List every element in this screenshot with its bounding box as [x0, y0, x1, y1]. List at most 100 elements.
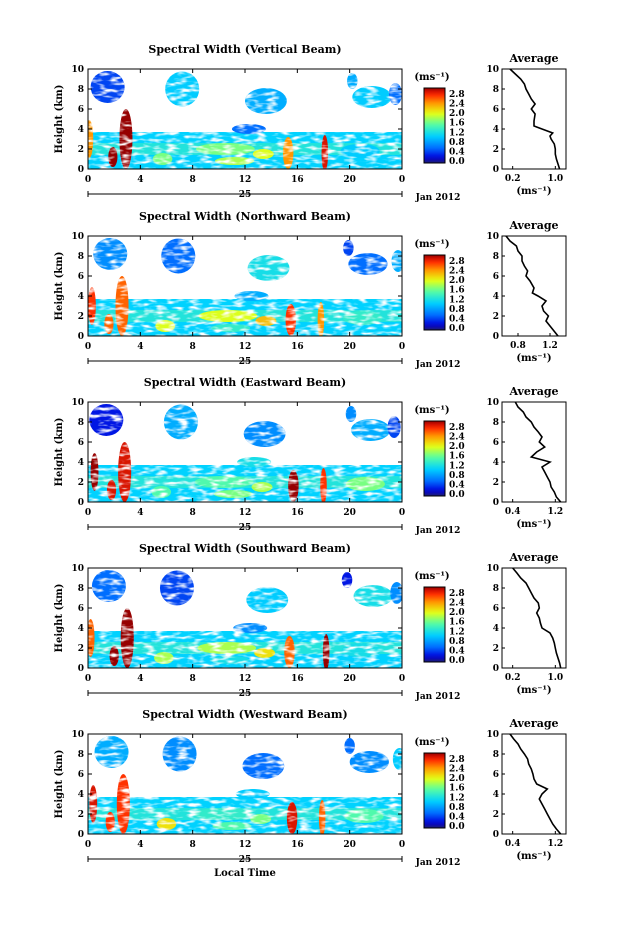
y-tick-label: 10 [71, 232, 84, 242]
average-profile-line [509, 733, 562, 835]
heatmap-cell [210, 324, 251, 332]
heatmap-cell [231, 124, 266, 134]
y-tick-label: 0 [78, 165, 84, 175]
y-tick-label: 8 [78, 584, 84, 594]
x-tick-label: 0 [85, 840, 91, 850]
average-y-tick-label: 4 [493, 292, 499, 302]
average-x-tick-label: 0.4 [505, 507, 521, 517]
heatmap-cell [233, 623, 268, 633]
heatmap-cell [345, 477, 385, 491]
heatmap-cell [194, 476, 254, 488]
panel-title: Spectral Width (Northward Beam) [139, 210, 351, 223]
heatmap-cell [317, 302, 325, 336]
average-y-tick-label: 0 [493, 664, 499, 674]
y-tick-label: 2 [78, 478, 84, 488]
y-tick-label: 0 [78, 332, 84, 342]
average-x-tick-label: 0.4 [505, 839, 521, 849]
heatmap-cell [156, 818, 177, 830]
heatmap-cell [321, 135, 329, 169]
y-tick-label: 6 [78, 438, 84, 448]
average-x-tick-label: 1.0 [547, 673, 563, 683]
colorbar-tick-label: 1.6 [449, 784, 465, 794]
average-y-tick-label: 6 [493, 604, 499, 614]
heatmap-cell [91, 570, 126, 602]
colorbar-unit: (ms⁻¹) [414, 737, 449, 748]
heatmap-cell [88, 287, 96, 325]
y-tick-label: 2 [78, 312, 84, 322]
colorbar [423, 586, 446, 663]
colorbar-tick-label: 0.0 [449, 656, 465, 666]
y-axis-label: Height (km) [54, 750, 65, 819]
x-tick-label: 20 [343, 342, 356, 352]
colorbar-tick-label: 0.0 [449, 324, 465, 334]
average-y-tick-label: 0 [493, 498, 499, 508]
y-tick-label: 2 [78, 145, 84, 155]
y-tick-label: 0 [78, 664, 84, 674]
x-tick-label: 0 [85, 674, 91, 684]
colorbar-tick-label: 0.0 [449, 157, 465, 167]
average-y-tick-label: 8 [493, 750, 499, 760]
x-tick-label: 16 [291, 175, 304, 185]
y-tick-label: 2 [78, 810, 84, 820]
heatmap-cell [163, 404, 198, 440]
y-tick-label: 4 [78, 790, 84, 800]
colorbar-tick-label: 2.8 [449, 423, 465, 433]
heatmap-field [88, 238, 402, 336]
average-y-tick-label: 2 [493, 312, 499, 322]
heatmap-cell [285, 304, 297, 336]
panel-title: Spectral Width (Westward Beam) [142, 708, 347, 721]
heatmap-cell [350, 419, 391, 441]
average-x-label: (ms⁻¹) [516, 519, 551, 530]
y-tick-label: 4 [78, 458, 84, 468]
average-y-tick-label: 8 [493, 252, 499, 262]
average-y-tick-label: 10 [486, 65, 499, 75]
heatmap-cell [165, 71, 200, 107]
colorbar-tick-label: 2.0 [449, 774, 465, 784]
colorbar-tick-label: 2.4 [449, 433, 465, 443]
heatmap-cell [349, 751, 389, 773]
heatmap-cell [254, 648, 276, 658]
colorbar-tick-label: 1.2 [449, 128, 465, 138]
panel-1: Spectral Width (Vertical Beam) 0 2 4 6 8 10 Hei… [54, 43, 567, 203]
heatmap-field [88, 570, 402, 668]
x-tick-label: 8 [190, 508, 196, 518]
colorbar-tick-label: 1.2 [449, 461, 465, 471]
y-tick-label: 8 [78, 252, 84, 262]
y-tick-label: 4 [78, 292, 84, 302]
x-tick-label: 8 [190, 175, 196, 185]
y-tick-label: 4 [78, 624, 84, 634]
heatmap-cell [106, 480, 117, 500]
colorbar-tick-label: 2.4 [449, 599, 465, 609]
x-tick-label: 8 [190, 674, 196, 684]
average-y-tick-label: 8 [493, 85, 499, 95]
average-x-tick-label: 0.2 [505, 673, 521, 683]
heatmap-cell [155, 320, 176, 332]
heatmap-cell [286, 802, 298, 834]
x-tick-label: 0 [399, 840, 405, 850]
heatmap-cell [118, 442, 132, 502]
average-y-tick-label: 4 [493, 125, 499, 135]
colorbar-tick-label: 2.0 [449, 109, 465, 119]
heatmap-cells [88, 238, 402, 336]
heatmap-cell [88, 619, 95, 657]
x-tick-label: 16 [291, 508, 304, 518]
x-tick-label: 20 [343, 674, 356, 684]
average-x-tick-label: 1.2 [547, 839, 563, 849]
y-tick-label: 10 [71, 730, 84, 740]
heatmap-cell [234, 291, 269, 301]
heatmap-cell [244, 88, 287, 114]
heatmap-cell [344, 738, 355, 754]
heatmap-cell [288, 470, 299, 502]
heatmap-field [88, 404, 402, 502]
x-axis-label: Local Time [214, 868, 276, 879]
average-x-tick-label: 1.0 [547, 174, 563, 184]
heatmap-cell [237, 457, 272, 467]
x-tick-label: 0 [399, 342, 405, 352]
date-marker: 25 [239, 523, 252, 533]
y-axis-label: Height (km) [54, 252, 65, 321]
x-tick-label: 12 [239, 840, 252, 850]
average-title: Average [508, 219, 558, 232]
y-axis-label: Height (km) [54, 418, 65, 487]
colorbar-tick-label: 1.6 [449, 119, 465, 129]
heatmap-cell [344, 809, 384, 823]
